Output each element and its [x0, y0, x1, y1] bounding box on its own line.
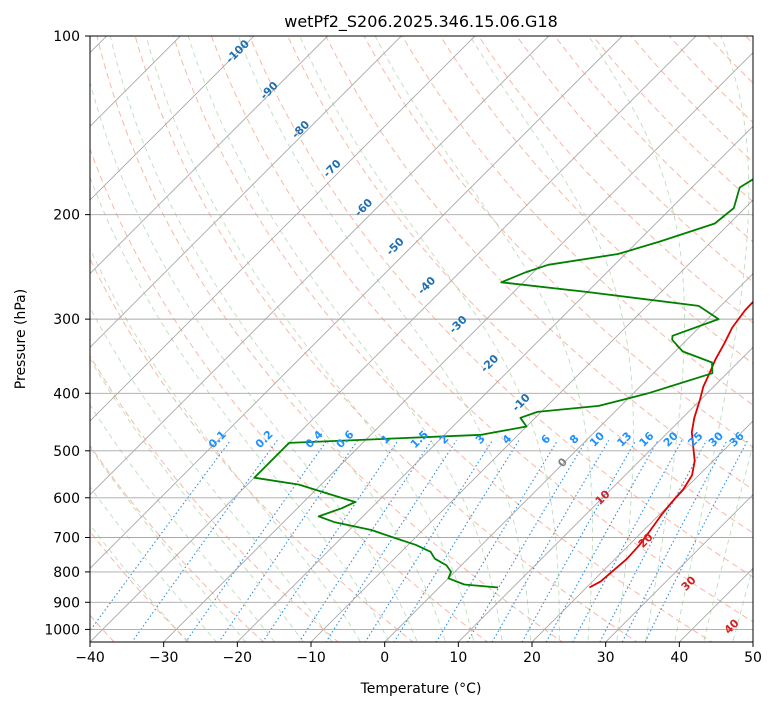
y-axis-title: Pressure (hPa)	[13, 289, 29, 389]
dry-adiabat-line	[90, 530, 190, 642]
mixing-ratio-line	[572, 440, 683, 642]
isotherm-line	[384, 273, 753, 642]
x-tick-label: 30	[597, 650, 615, 666]
x-tick-label: 10	[449, 650, 467, 666]
dry-adiabat-line	[249, 36, 753, 578]
mixing-ratio-line	[131, 439, 278, 642]
isotherm-line	[310, 199, 753, 642]
y-tick-label: 900	[53, 595, 80, 611]
mixing-ratio-line	[599, 440, 708, 642]
isotherm-line	[457, 346, 753, 642]
moist-adiabat-line	[187, 36, 503, 642]
dry-adiabat-line	[592, 36, 753, 203]
profile-lines	[253, 178, 753, 589]
isotherm-line	[531, 420, 753, 642]
isotherm-line	[90, 36, 550, 496]
dry-adiabat-line	[325, 36, 753, 491]
mixing-ratio-line	[364, 440, 493, 642]
isotherm-line	[90, 36, 697, 642]
dry-adiabat-line	[516, 36, 753, 283]
x-axis-title: Temperature (°C)	[360, 681, 482, 697]
dry-adiabat-line	[172, 36, 713, 642]
dry-adiabat-line	[90, 354, 339, 642]
dry-adiabat-line	[401, 36, 753, 406]
mixing-ratio-line	[218, 439, 359, 642]
isotherm-line	[90, 36, 329, 275]
y-tick-label: 700	[53, 531, 80, 547]
moist-adiabat-line	[90, 357, 304, 642]
mixing-ratio-line	[521, 440, 637, 642]
moist-adiabat-line	[90, 486, 218, 642]
moist-adiabat-line	[90, 403, 276, 642]
moist-adiabat-line	[90, 175, 390, 642]
y-tick-label: 800	[53, 565, 80, 581]
y-tick-label: 1000	[44, 622, 80, 638]
y-tick-label: 500	[53, 444, 80, 460]
y-tick-label: 200	[53, 208, 80, 224]
mixing-ratio-line	[621, 440, 728, 642]
x-tick-label: 50	[744, 650, 762, 666]
isotherm-line	[605, 494, 753, 642]
x-tick-label: 0	[380, 650, 389, 666]
dry-adiabat-line	[554, 36, 753, 243]
temperature-profile-line	[588, 300, 753, 589]
mixing-ratio-line	[466, 440, 587, 642]
isotherm-line	[90, 36, 623, 569]
isotherm-line	[90, 36, 402, 348]
chart-title: wetPf2_S206.2025.346.15.06.G18	[284, 12, 558, 32]
x-tick-label: −30	[149, 650, 179, 666]
moist-adiabat-line	[299, 36, 560, 642]
dewpoint-profile-line	[253, 178, 753, 589]
mixing-ratio-line	[435, 440, 559, 642]
y-tick-label: 100	[53, 29, 80, 45]
dry-adiabat-line	[363, 36, 753, 448]
moist-adiabat-line	[469, 36, 634, 642]
dry-adiabat-line	[439, 36, 753, 365]
mixing-ratio-line	[393, 440, 520, 642]
y-tick-label: 400	[53, 386, 80, 402]
x-tick-label: −40	[75, 650, 105, 666]
y-tick-label: 300	[53, 312, 80, 328]
isotherm-line	[163, 52, 753, 642]
y-tick-label: 600	[53, 491, 80, 507]
x-tick-label: −20	[223, 650, 253, 666]
dry-adiabat-line	[90, 147, 489, 642]
moist-adiabat-line	[90, 247, 362, 642]
mixing-ratio-line	[491, 440, 610, 642]
x-axis-ticks: −40 −30 −20 −10 0 10 20 30 40 50	[75, 642, 762, 666]
dry-adiabat-line	[96, 36, 564, 642]
moist-adiabat-line	[109, 36, 447, 642]
isotherm-line	[90, 36, 255, 201]
moist-adiabat-line	[674, 36, 750, 642]
x-tick-label: 20	[523, 650, 541, 666]
dry-adiabat-line	[134, 36, 638, 642]
plot-frame	[89, 35, 754, 643]
isotherm-line	[236, 125, 753, 642]
isotherm-line	[90, 36, 476, 422]
mixing-ratio-line	[545, 440, 659, 642]
x-tick-label: −10	[296, 650, 326, 666]
y-axis-ticks: 100 200 300 400 500 600 700 800 900 1000	[44, 29, 90, 638]
dry-adiabat-line	[90, 257, 414, 642]
x-tick-label: 40	[670, 650, 688, 666]
moist-adiabat-line	[90, 524, 188, 642]
moist-adiabat-line	[145, 36, 475, 642]
background-lines	[90, 36, 753, 642]
moist-adiabat-line	[90, 446, 247, 642]
moist-adiabat-line	[588, 36, 685, 642]
